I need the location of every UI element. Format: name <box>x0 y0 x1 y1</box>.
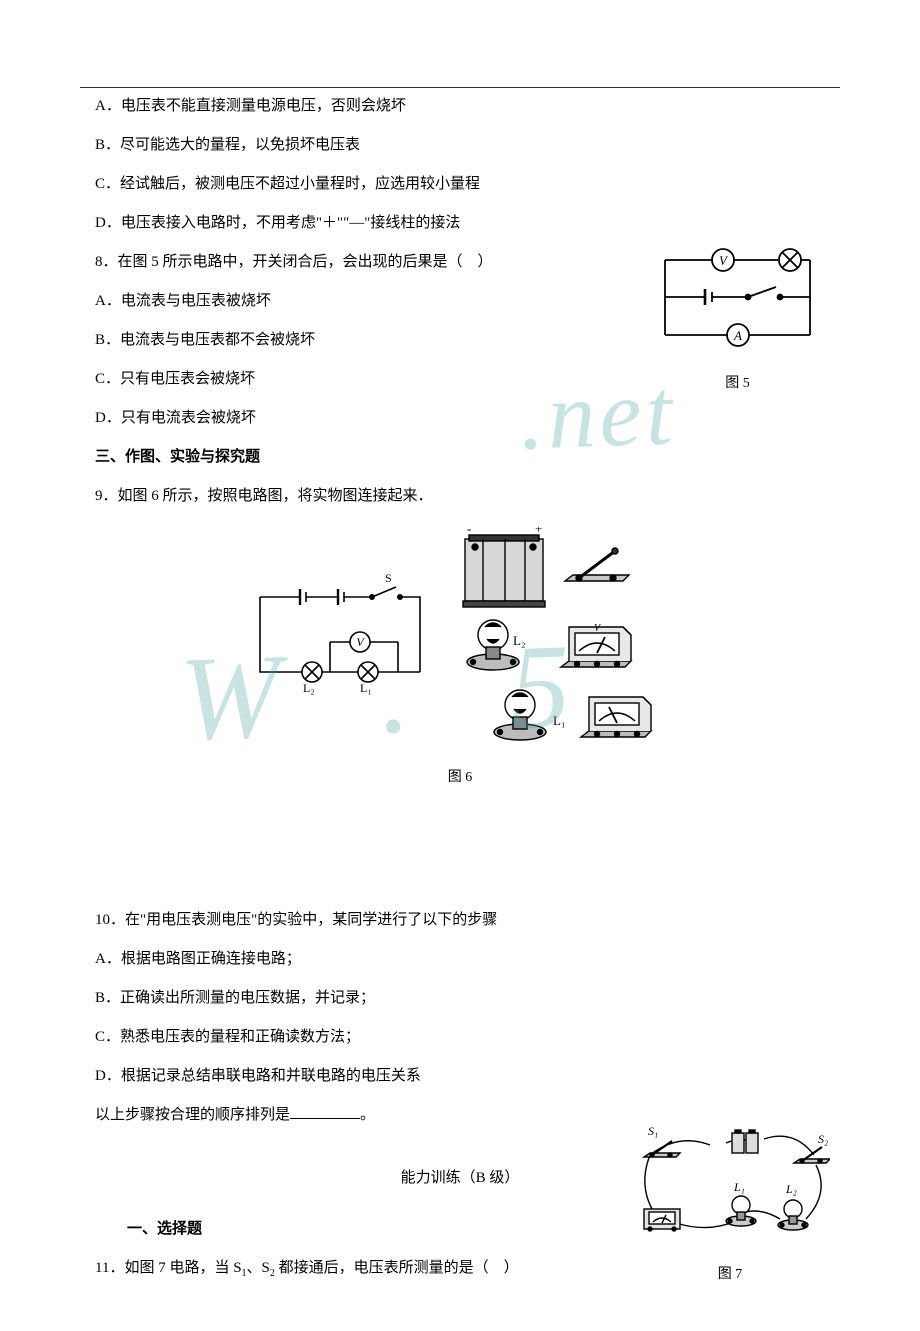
q10-option-c: C．熟悉电压表的量程和正确读数方法； <box>95 1021 825 1054</box>
figure-7: S₁ S₂ L₁ L₂ 图 7 <box>630 1121 830 1291</box>
fig6-s: S <box>385 571 392 585</box>
figure-6-svg: S V L₂ L₁ - + <box>245 527 675 757</box>
fig6-minus: - <box>467 527 471 536</box>
figure-7-svg: S₁ S₂ L₁ L₂ <box>630 1121 830 1241</box>
fig6-l2-phys: L₂ <box>513 633 525 648</box>
fig7-s2: S₂ <box>818 1132 828 1146</box>
q7-option-a: A．电压表不能直接测量电源电压，否则会烧坏 <box>95 90 825 123</box>
q10-option-b: B．正确读出所测量的电压数据，并记录； <box>95 982 825 1015</box>
figure-5-svg: V A <box>650 240 825 350</box>
fig5-a-label: A <box>733 328 742 343</box>
q10-option-a: A．根据电路图正确连接电路； <box>95 943 825 976</box>
figure-7-caption: 图 7 <box>630 1260 830 1291</box>
q10-tail-before: 以上步骤按合理的顺序排列是 <box>95 1107 290 1123</box>
figure-5-caption: 图 5 <box>650 369 825 400</box>
fig6-l2-schem: L₂ <box>303 681 315 695</box>
section-3-title: 三、作图、实验与探究题 <box>95 441 825 474</box>
top-rule <box>80 87 840 88</box>
figure-6-caption: 图 6 <box>95 763 825 794</box>
figure-6: S V L₂ L₁ - + <box>95 527 825 757</box>
fig6-plus: + <box>535 527 542 536</box>
q11-mid: 、S <box>247 1260 270 1276</box>
q10-option-d: D．根据记录总结串联电路和并联电路的电压关系 <box>95 1060 825 1093</box>
q11-after: 都接通后，电压表所测量的是（ ） <box>275 1260 519 1276</box>
q11-before: 11．如图 7 电路，当 S <box>95 1260 242 1276</box>
q10-tail-after: 。 <box>360 1107 375 1123</box>
fig7-l1: L₁ <box>733 1180 745 1194</box>
q10-blank <box>290 1104 360 1119</box>
fig7-s1: S₁ <box>648 1124 658 1138</box>
q7-option-b: B．尽可能选大的量程，以免损坏电压表 <box>95 129 825 162</box>
q7-option-d: D．电压表接入电路时，不用考虑"＋""—"接线柱的接法 <box>95 207 825 240</box>
fig6-l1-phys: L₁ <box>553 713 565 728</box>
figure-5: V A 图 5 <box>650 240 825 400</box>
q10-stem: 10．在"用电压表测电压"的实验中，某同学进行了以下的步骤 <box>95 904 825 937</box>
q8-option-d: D．只有电流表会被烧坏 <box>95 402 825 435</box>
q9-stem: 9．如图 6 所示，按照电路图，将实物图连接起来． <box>95 480 825 513</box>
fig7-l2: L₂ <box>785 1182 797 1196</box>
fig6-l1-schem: L₁ <box>360 681 372 695</box>
q7-option-c: C．经试触后，被测电压不超过小量程时，应选用较小量程 <box>95 168 825 201</box>
